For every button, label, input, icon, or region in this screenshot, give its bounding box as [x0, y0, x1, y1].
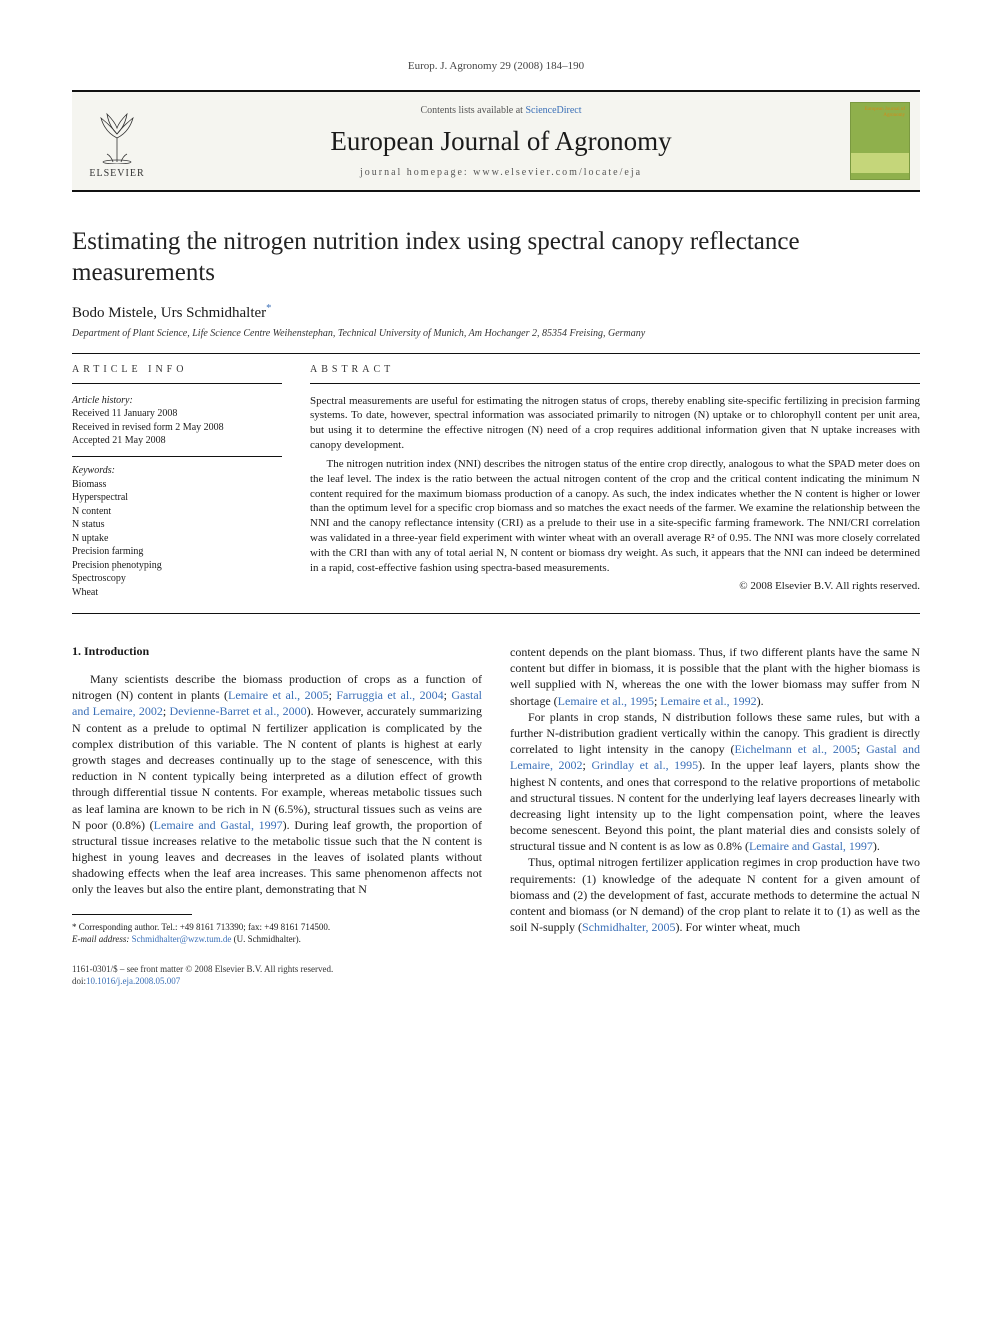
- running-head: Europ. J. Agronomy 29 (2008) 184–190: [72, 60, 920, 72]
- article-title: Estimating the nitrogen nutrition index …: [72, 226, 920, 289]
- citation-ref[interactable]: Farruggia et al., 2004: [336, 688, 443, 702]
- citation-ref[interactable]: Lemaire et al., 2005: [228, 688, 329, 702]
- keyword: Hyperspectral: [72, 491, 282, 505]
- abstract-para: Spectral measurements are useful for est…: [310, 394, 920, 453]
- citation-ref[interactable]: Lemaire and Gastal, 1997: [749, 839, 873, 853]
- body-para: Many scientists describe the biomass pro…: [72, 671, 482, 898]
- article-info-column: article info Article history: Received 1…: [72, 364, 282, 600]
- publisher-block: ELSEVIER: [72, 104, 162, 179]
- citation-ref[interactable]: Lemaire et al., 1992: [660, 694, 756, 708]
- rule-bottom: [72, 613, 920, 614]
- keyword: N status: [72, 518, 282, 532]
- doi-prefix: doi:: [72, 976, 86, 986]
- rule-top: [72, 353, 920, 354]
- body-para: content depends on the plant biomass. Th…: [510, 644, 920, 709]
- body-para: Thus, optimal nitrogen fertilizer applic…: [510, 854, 920, 935]
- citation-ref[interactable]: Lemaire and Gastal, 1997: [154, 818, 283, 832]
- corr-email-line: E-mail address: Schmidhalter@wzw.tum.de …: [72, 933, 482, 945]
- citation-ref[interactable]: Lemaire et al., 1995: [558, 694, 654, 708]
- section-heading-intro: 1. Introduction: [72, 644, 482, 659]
- homepage-url: www.elsevier.com/locate/eja: [473, 167, 642, 178]
- history-line: Received 11 January 2008: [72, 407, 282, 421]
- keyword: Spectroscopy: [72, 572, 282, 586]
- doi-line: doi:10.1016/j.eja.2008.05.007: [72, 975, 920, 987]
- body-columns: 1. Introduction Many scientists describe…: [72, 644, 920, 945]
- keyword: N content: [72, 505, 282, 519]
- abstract-heading: abstract: [310, 364, 920, 375]
- keyword: Wheat: [72, 586, 282, 600]
- authors: Bodo Mistele, Urs Schmidhalter*: [72, 303, 920, 322]
- journal-title: European Journal of Agronomy: [162, 126, 840, 157]
- article-info-heading: article info: [72, 364, 282, 375]
- homepage-line: journal homepage: www.elsevier.com/locat…: [162, 167, 840, 178]
- body-para: For plants in crop stands, N distributio…: [510, 709, 920, 855]
- abstract-column: abstract Spectral measurements are usefu…: [310, 364, 920, 600]
- corr-author-line: * Corresponding author. Tel.: +49 8161 7…: [72, 921, 482, 933]
- publisher-name: ELSEVIER: [89, 168, 144, 179]
- journal-cover: European Journal of Agronomy: [850, 102, 910, 180]
- elsevier-tree-icon: [87, 104, 147, 164]
- abstract-para: The nitrogen nutrition index (NNI) descr…: [310, 457, 920, 576]
- keyword: Precision farming: [72, 545, 282, 559]
- article-history-block: Article history: Received 11 January 200…: [72, 394, 282, 457]
- page: Europ. J. Agronomy 29 (2008) 184–190 ELS…: [0, 0, 992, 1027]
- journal-cover-title: European Journal of Agronomy: [851, 107, 905, 118]
- masthead-center: Contents lists available at ScienceDirec…: [162, 105, 840, 178]
- citation-ref[interactable]: Gastal and Lemaire, 2002: [510, 742, 920, 772]
- footnote-separator: [72, 914, 192, 915]
- page-footer: 1161-0301/$ – see front matter © 2008 El…: [72, 963, 920, 987]
- abstract-body: Spectral measurements are useful for est…: [310, 394, 920, 576]
- body-column-left: 1. Introduction Many scientists describe…: [72, 644, 482, 945]
- author-names: Bodo Mistele, Urs Schmidhalter: [72, 305, 266, 321]
- homepage-prefix: journal homepage:: [360, 167, 473, 178]
- doi-link[interactable]: 10.1016/j.eja.2008.05.007: [86, 976, 180, 986]
- keyword: N uptake: [72, 532, 282, 546]
- corresponding-footnote: * Corresponding author. Tel.: +49 8161 7…: [72, 921, 482, 945]
- info-abstract-row: article info Article history: Received 1…: [72, 364, 920, 600]
- email-label: E-mail address:: [72, 934, 132, 944]
- history-line: Accepted 21 May 2008: [72, 434, 282, 448]
- journal-cover-band: [851, 153, 909, 173]
- keyword: Precision phenotyping: [72, 559, 282, 573]
- keywords-block: Keywords: Biomass Hyperspectral N conten…: [72, 465, 282, 600]
- email-suffix: (U. Schmidhalter).: [231, 934, 300, 944]
- history-head: Article history:: [72, 394, 282, 408]
- rule-abs: [310, 383, 920, 384]
- body-column-right: content depends on the plant biomass. Th…: [510, 644, 920, 945]
- contents-line: Contents lists available at ScienceDirec…: [162, 105, 840, 116]
- history-line: Received in revised form 2 May 2008: [72, 421, 282, 435]
- rule-info: [72, 383, 282, 384]
- masthead: ELSEVIER Contents lists available at Sci…: [72, 90, 920, 192]
- affiliation: Department of Plant Science, Life Scienc…: [72, 328, 920, 339]
- keywords-head: Keywords:: [72, 465, 282, 476]
- sciencedirect-link[interactable]: ScienceDirect: [525, 105, 581, 116]
- corr-email-link[interactable]: Schmidhalter@wzw.tum.de: [132, 934, 232, 944]
- citation-ref[interactable]: Grindlay et al., 1995: [591, 758, 698, 772]
- keyword: Biomass: [72, 478, 282, 492]
- citation-ref[interactable]: Devienne-Barret et al., 2000: [170, 704, 307, 718]
- abstract-copyright: © 2008 Elsevier B.V. All rights reserved…: [310, 580, 920, 592]
- contents-prefix: Contents lists available at: [420, 105, 525, 116]
- citation-ref[interactable]: Schmidhalter, 2005: [582, 920, 676, 934]
- journal-cover-block: European Journal of Agronomy: [840, 102, 920, 180]
- citation-ref[interactable]: Eichelmann et al., 2005: [735, 742, 857, 756]
- issn-line: 1161-0301/$ – see front matter © 2008 El…: [72, 963, 920, 975]
- corresponding-mark: *: [266, 303, 271, 314]
